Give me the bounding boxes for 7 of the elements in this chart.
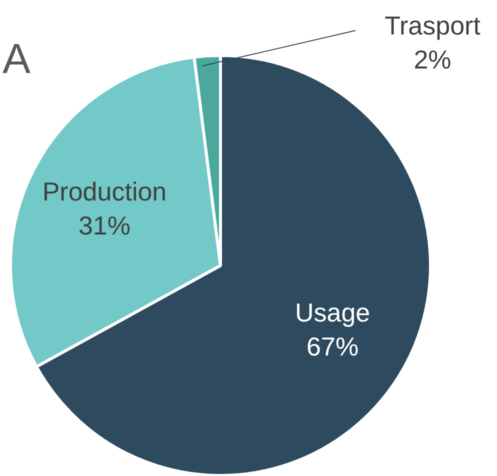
- slice-label: Usage: [294, 298, 370, 328]
- data-label: 31%: [78, 210, 131, 240]
- slice-label: Trasport: [384, 10, 482, 40]
- slice-label: Production: [42, 176, 167, 206]
- chart-title: A: [2, 35, 31, 82]
- data-label: 67%: [306, 332, 359, 362]
- data-label: 2%: [414, 44, 452, 74]
